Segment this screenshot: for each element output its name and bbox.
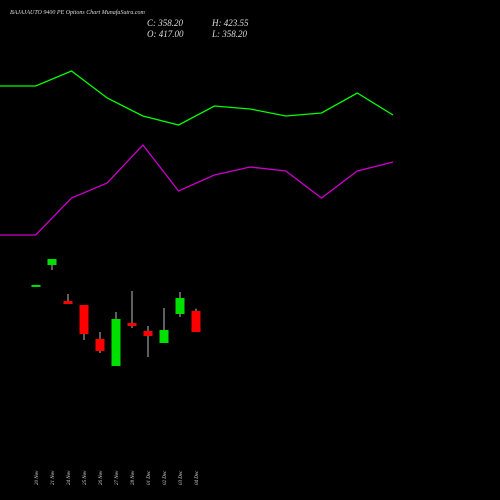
candle-body bbox=[143, 331, 153, 336]
x-tick-label: 27 Nov bbox=[115, 470, 120, 485]
candle-body bbox=[95, 339, 105, 351]
candle-body bbox=[47, 259, 57, 265]
info-high: H: 423.55 bbox=[211, 18, 249, 28]
x-tick-label: 01 Dec bbox=[147, 470, 152, 485]
candle-body bbox=[175, 298, 185, 314]
candle-body bbox=[63, 301, 73, 304]
candle-body bbox=[111, 319, 121, 366]
x-tick-label: 20 Nov bbox=[35, 470, 40, 485]
x-tick-label: 21 Nov bbox=[51, 470, 56, 485]
indicator-line bbox=[0, 70, 394, 126]
x-tick-label: 02 Dec bbox=[163, 470, 168, 485]
x-tick-label: 28 Nov bbox=[131, 470, 136, 485]
info-close: C: 358.20 bbox=[147, 18, 184, 28]
info-open: O: 417.00 bbox=[147, 29, 184, 39]
candle-body bbox=[31, 284, 41, 287]
candle-body bbox=[127, 323, 137, 326]
x-tick-label: 04 Dec bbox=[195, 470, 200, 485]
x-tick-label: 24 Nov bbox=[67, 470, 72, 485]
info-low: L: 358.20 bbox=[211, 29, 248, 39]
candle-body bbox=[79, 305, 89, 334]
indicator-line bbox=[0, 144, 394, 236]
candle-body bbox=[159, 330, 169, 343]
x-tick-label: 03 Dec bbox=[179, 470, 184, 485]
chart-title: BAJAJAUTO 9400 PE Options Chart MunafaSu… bbox=[10, 9, 146, 16]
candle-body bbox=[191, 311, 201, 332]
x-tick-label: 26 Nov bbox=[99, 470, 104, 485]
x-tick-label: 25 Nov bbox=[83, 470, 88, 485]
